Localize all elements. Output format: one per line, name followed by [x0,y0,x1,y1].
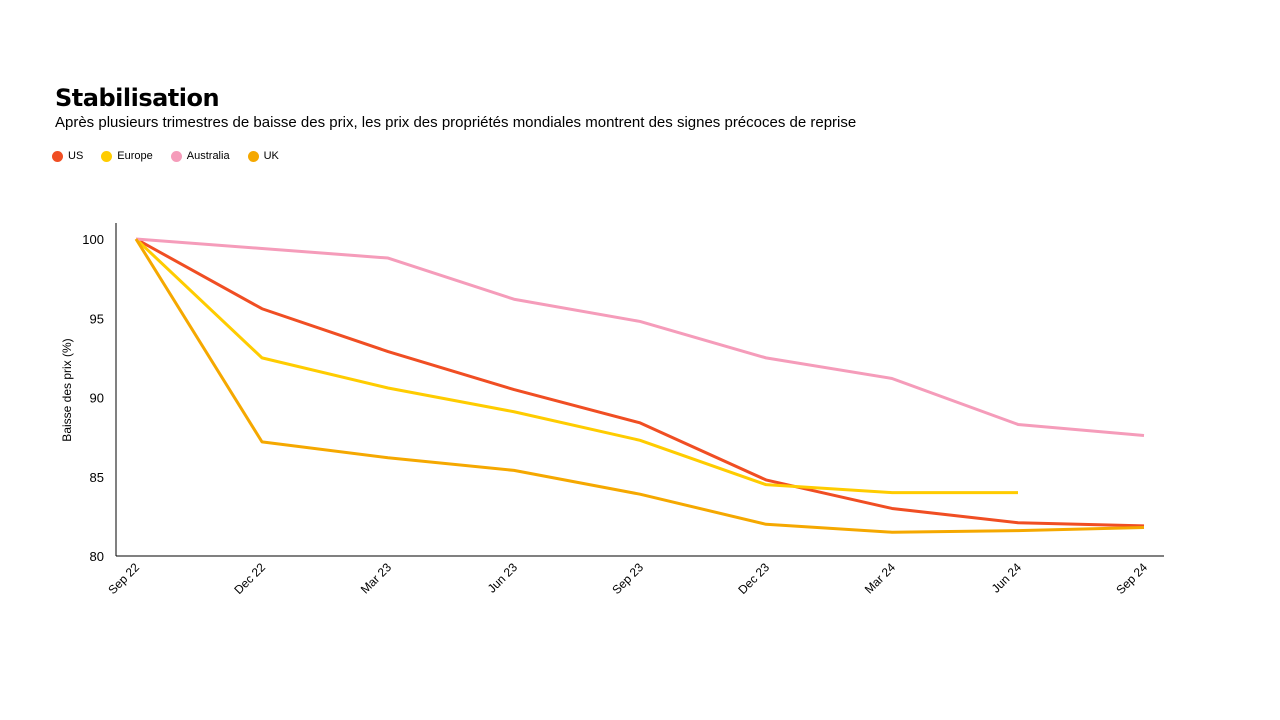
x-tick-label: Jun 23 [485,560,521,596]
legend-swatch [170,150,182,162]
series-line-uk [134,238,1145,534]
x-tick-label: Dec 23 [735,560,772,597]
series-line-australia [135,237,1145,438]
legend-label: Australia [186,150,230,162]
x-tick-label: Sep 23 [609,560,646,597]
y-tick-label: 85 [90,470,104,485]
x-tick-label: Mar 24 [862,560,899,597]
y-axis-label: Baisse des prix (%) [60,338,74,441]
legend-swatch [52,150,63,162]
legend-swatch [247,150,259,162]
y-tick-label: 90 [90,391,104,406]
legend-item: Europe [101,150,153,162]
chart-title: Stabilisation [55,84,220,112]
x-tick-label: Sep 22 [105,560,142,597]
legend-label: US [68,150,84,162]
legend-item: UK [247,150,279,162]
x-tick-label: Dec 22 [231,560,268,597]
x-tick-label: Sep 24 [1113,560,1150,597]
y-tick-label: 100 [82,232,104,247]
x-tick-label: Jun 24 [989,560,1025,596]
series-line-us [135,237,1145,528]
legend-label: UK [263,150,279,162]
y-tick-label: 80 [90,549,104,564]
legend-item: US [52,150,83,162]
legend-swatch [101,150,113,162]
legend-label: Europe [117,150,153,162]
x-tick-label: Mar 23 [358,560,395,597]
legend-item: Australia [170,150,230,162]
chart-subtitle: Après plusieurs trimestres de baisse des… [55,114,857,131]
series-line-europe [134,237,1018,495]
y-tick-label: 95 [90,311,104,326]
legend: US Europe Australia UK [52,150,279,162]
